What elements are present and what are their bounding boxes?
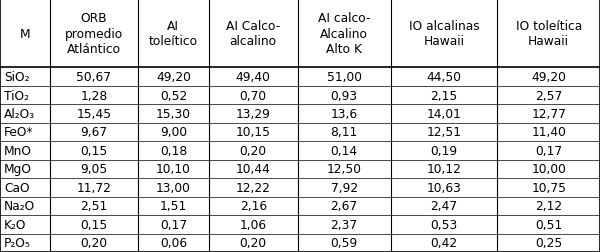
Text: 2,51: 2,51	[80, 200, 107, 212]
Text: 1,28: 1,28	[80, 89, 107, 102]
Text: 0,06: 0,06	[160, 236, 187, 249]
Text: 1,06: 1,06	[239, 218, 267, 231]
Text: FeO*: FeO*	[4, 126, 34, 139]
Text: 0,53: 0,53	[430, 218, 458, 231]
Text: 0,52: 0,52	[160, 89, 187, 102]
Text: Na₂O: Na₂O	[4, 200, 35, 212]
Text: 0,14: 0,14	[331, 144, 358, 157]
Text: TiO₂: TiO₂	[4, 89, 29, 102]
Text: 14,01: 14,01	[427, 108, 461, 120]
Text: 2,47: 2,47	[430, 200, 458, 212]
Text: 49,20: 49,20	[531, 71, 566, 84]
Text: 11,72: 11,72	[76, 181, 112, 194]
Text: 49,20: 49,20	[156, 71, 191, 84]
Text: 0,19: 0,19	[430, 144, 458, 157]
Text: 12,50: 12,50	[326, 163, 362, 176]
Text: AI Calco-
alcalino: AI Calco- alcalino	[226, 20, 280, 48]
Text: 44,50: 44,50	[427, 71, 461, 84]
Text: Al₂O₃: Al₂O₃	[4, 108, 35, 120]
Text: AI
toleítico: AI toleítico	[149, 20, 198, 48]
Text: 12,77: 12,77	[531, 108, 566, 120]
Text: 0,42: 0,42	[430, 236, 458, 249]
Text: 2,12: 2,12	[535, 200, 562, 212]
Text: 10,44: 10,44	[236, 163, 271, 176]
Text: IO alcalinas
Hawaii: IO alcalinas Hawaii	[409, 20, 479, 48]
Text: 0,70: 0,70	[239, 89, 267, 102]
Text: 10,15: 10,15	[236, 126, 271, 139]
Text: 10,00: 10,00	[531, 163, 566, 176]
Text: 2,16: 2,16	[239, 200, 267, 212]
Text: 49,40: 49,40	[236, 71, 271, 84]
Text: 12,22: 12,22	[236, 181, 271, 194]
Text: MgO: MgO	[4, 163, 32, 176]
Text: 8,11: 8,11	[331, 126, 358, 139]
Text: 0,20: 0,20	[239, 144, 267, 157]
Text: 50,67: 50,67	[76, 71, 112, 84]
Text: 0,25: 0,25	[535, 236, 562, 249]
Text: 0,20: 0,20	[80, 236, 107, 249]
Text: 9,67: 9,67	[80, 126, 107, 139]
Text: 15,45: 15,45	[76, 108, 112, 120]
Text: 0,59: 0,59	[331, 236, 358, 249]
Text: M: M	[20, 27, 30, 41]
Text: SiO₂: SiO₂	[4, 71, 30, 84]
Text: IO toleítica
Hawaii: IO toleítica Hawaii	[515, 20, 582, 48]
Text: ORB
promedio
Atlántico: ORB promedio Atlántico	[65, 12, 123, 56]
Text: 2,15: 2,15	[430, 89, 458, 102]
Text: P₂O₅: P₂O₅	[4, 236, 31, 249]
Text: 1,51: 1,51	[160, 200, 187, 212]
Text: 15,30: 15,30	[156, 108, 191, 120]
Text: 0,20: 0,20	[239, 236, 267, 249]
Text: 2,67: 2,67	[331, 200, 358, 212]
Text: CaO: CaO	[4, 181, 30, 194]
Text: MnO: MnO	[4, 144, 32, 157]
Text: 0,17: 0,17	[160, 218, 187, 231]
Text: 0,15: 0,15	[80, 144, 107, 157]
Text: 0,93: 0,93	[331, 89, 358, 102]
Text: 10,75: 10,75	[531, 181, 566, 194]
Text: 0,15: 0,15	[80, 218, 107, 231]
Text: 13,6: 13,6	[331, 108, 358, 120]
Text: 0,18: 0,18	[160, 144, 187, 157]
Text: 7,92: 7,92	[331, 181, 358, 194]
Text: 10,12: 10,12	[427, 163, 461, 176]
Text: AI calco-
Alcalino
Alto K: AI calco- Alcalino Alto K	[318, 12, 370, 56]
Text: 2,37: 2,37	[331, 218, 358, 231]
Text: 13,00: 13,00	[156, 181, 191, 194]
Text: 11,40: 11,40	[531, 126, 566, 139]
Text: 0,51: 0,51	[535, 218, 562, 231]
Text: 0,17: 0,17	[535, 144, 562, 157]
Text: 9,00: 9,00	[160, 126, 187, 139]
Text: K₂O: K₂O	[4, 218, 27, 231]
Text: 13,29: 13,29	[236, 108, 271, 120]
Text: 2,57: 2,57	[535, 89, 562, 102]
Text: 51,00: 51,00	[326, 71, 362, 84]
Text: 9,05: 9,05	[80, 163, 107, 176]
Text: 10,10: 10,10	[156, 163, 191, 176]
Text: 10,63: 10,63	[427, 181, 461, 194]
Text: 12,51: 12,51	[427, 126, 461, 139]
